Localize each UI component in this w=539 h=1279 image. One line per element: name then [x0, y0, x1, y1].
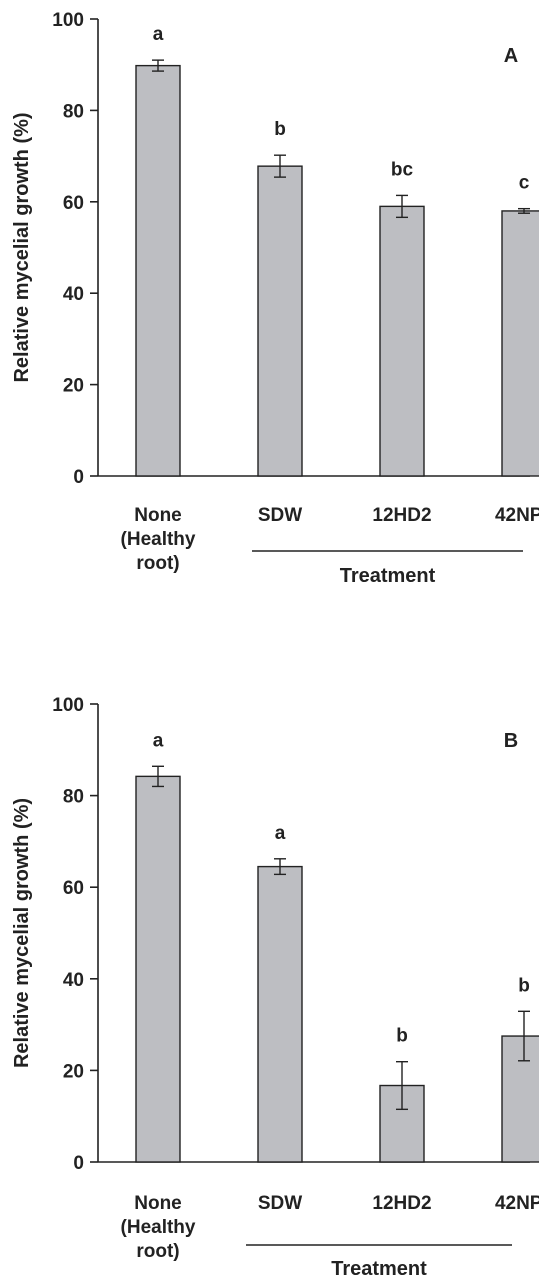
y-tick-label: 20	[63, 376, 84, 397]
y-tick-label: 80	[63, 787, 84, 808]
y-tick-label: 20	[63, 1061, 84, 1082]
significance-label: a	[275, 823, 286, 844]
category-label: root)	[136, 553, 179, 574]
panel-label: A	[504, 45, 518, 67]
y-axis-title: Relative mycelial growth (%)	[11, 798, 33, 1068]
y-tick-label: 100	[52, 695, 84, 716]
significance-label: bc	[391, 159, 414, 180]
bar	[257, 865, 303, 1163]
category-label: 42NP7	[495, 505, 539, 526]
group-title: Treatment	[340, 565, 436, 587]
y-tick-label: 40	[63, 284, 84, 305]
category-label: (Healthy	[121, 1217, 196, 1238]
bar	[501, 1035, 539, 1163]
bar	[379, 205, 425, 477]
category-label: root)	[136, 1241, 179, 1262]
bar	[501, 210, 539, 477]
category-label: (Healthy	[121, 529, 196, 550]
y-tick-label: 60	[63, 878, 84, 899]
significance-label: a	[153, 24, 164, 45]
category-label: 42NP7	[495, 1193, 539, 1214]
bar	[257, 165, 303, 477]
category-label: None	[134, 1193, 182, 1214]
category-label: 12HD2	[372, 1193, 431, 1214]
bar	[135, 64, 181, 477]
significance-label: b	[274, 119, 286, 140]
y-tick-label: 80	[63, 101, 84, 122]
bar	[135, 775, 181, 1163]
significance-label: a	[153, 730, 164, 751]
y-tick-label: 100	[52, 10, 84, 31]
panel-label: B	[504, 730, 518, 752]
y-tick-label: 40	[63, 970, 84, 991]
group-title: Treatment	[331, 1258, 427, 1279]
category-label: 12HD2	[372, 505, 431, 526]
category-label: SDW	[258, 505, 302, 526]
significance-label: b	[518, 975, 530, 996]
significance-label: c	[519, 173, 530, 194]
y-tick-label: 0	[73, 467, 84, 488]
category-label: None	[134, 505, 182, 526]
y-axis-title: Relative mycelial growth (%)	[11, 112, 33, 382]
y-tick-label: 0	[73, 1153, 84, 1174]
significance-label: b	[396, 1026, 408, 1047]
category-label: SDW	[258, 1193, 302, 1214]
y-tick-label: 60	[63, 193, 84, 214]
